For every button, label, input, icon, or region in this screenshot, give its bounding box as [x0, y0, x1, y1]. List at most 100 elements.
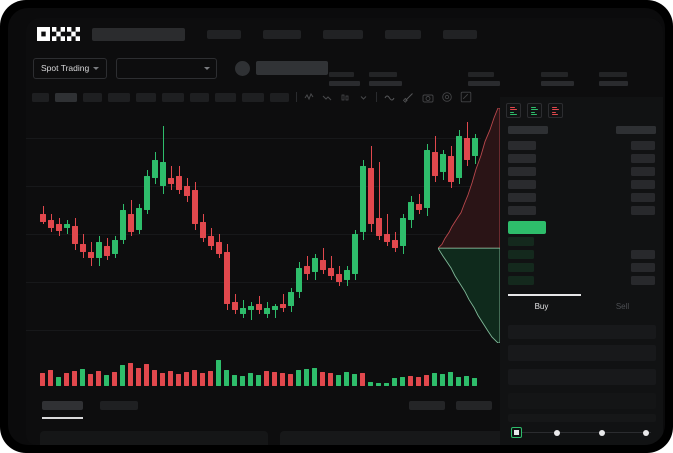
- volume-bar: [472, 378, 477, 386]
- coin-avatar-icon: [235, 60, 251, 76]
- ask-row-price-2[interactable]: [508, 167, 536, 176]
- candle-body: [144, 176, 150, 210]
- candle-body: [400, 218, 406, 246]
- candle-body: [56, 224, 62, 231]
- ask-row-amount-4[interactable]: [631, 193, 655, 202]
- depth-bid-area: [437, 247, 501, 344]
- toolbar-divider: [296, 92, 297, 102]
- orders-tab-1[interactable]: [100, 401, 138, 410]
- bid-row-price-2[interactable]: [508, 263, 534, 272]
- total-field[interactable]: [508, 393, 656, 409]
- bid-row-price-1[interactable]: [508, 250, 534, 259]
- ask-row-price-1[interactable]: [508, 154, 536, 163]
- timeframe-7[interactable]: [215, 92, 236, 102]
- order-type-field[interactable]: [508, 325, 656, 339]
- slider-step-3[interactable]: [643, 429, 649, 436]
- chevron-down-icon: [93, 66, 100, 70]
- volume-bar: [288, 374, 293, 386]
- bid-row-price-0[interactable]: [508, 237, 534, 246]
- bid-row-price-3[interactable]: [508, 276, 534, 285]
- timeframe-8[interactable]: [242, 92, 264, 102]
- device-bezel: OKX Spot Trading: [8, 8, 665, 445]
- orders-tab-0[interactable]: [42, 401, 83, 410]
- volume-bar: [296, 370, 301, 386]
- price-chart-panel[interactable]: [26, 108, 481, 393]
- ask-row-price-4[interactable]: [508, 193, 536, 202]
- timeframe-5[interactable]: [162, 92, 184, 102]
- ask-row-amount-0[interactable]: [631, 141, 655, 150]
- wave-icon[interactable]: [384, 92, 396, 103]
- tab-buy[interactable]: Buy: [534, 302, 549, 311]
- nav-item-0[interactable]: [207, 29, 241, 39]
- candle-body: [296, 268, 302, 292]
- both-depth-icon[interactable]: [506, 103, 521, 118]
- asks-only-icon[interactable]: [548, 103, 563, 118]
- ask-row-price-5[interactable]: [508, 206, 536, 215]
- market-stat-2: [468, 72, 500, 86]
- ask-row-price-3[interactable]: [508, 180, 536, 189]
- bottom-panel-right[interactable]: [280, 431, 508, 445]
- candle-body: [128, 214, 134, 232]
- nav-item-2[interactable]: [323, 29, 363, 39]
- volume-bar: [216, 360, 221, 386]
- timeframe-1[interactable]: [55, 92, 77, 102]
- market-stat-0: [329, 72, 360, 86]
- amount-percent-slider[interactable]: [511, 427, 655, 438]
- volume-bar: [160, 373, 165, 386]
- candle-body: [136, 208, 142, 230]
- global-search-input[interactable]: [92, 27, 185, 41]
- fullscreen-icon[interactable]: [460, 91, 472, 103]
- okx-logo[interactable]: OKX: [35, 27, 80, 41]
- candlestick-icon[interactable]: [304, 92, 315, 103]
- ask-row-amount-3[interactable]: [631, 180, 655, 189]
- nav-item-1[interactable]: [263, 29, 301, 39]
- bottom-panel-left[interactable]: [40, 431, 268, 445]
- candle-body: [440, 154, 446, 172]
- timeframe-4[interactable]: [136, 92, 156, 102]
- ask-row-amount-5[interactable]: [631, 206, 655, 215]
- timeframe-3[interactable]: [108, 92, 130, 102]
- ask-row-price-0[interactable]: [508, 141, 536, 150]
- candle-body: [208, 236, 214, 246]
- timeframe-2[interactable]: [83, 92, 102, 102]
- orderbook-column-headers: [508, 126, 656, 134]
- drawing-tool-icon[interactable]: [403, 91, 415, 103]
- tab-sell[interactable]: Sell: [615, 302, 630, 311]
- ask-row-amount-1[interactable]: [631, 154, 655, 163]
- market-type-selector[interactable]: Spot Trading: [33, 57, 108, 79]
- slider-step-1[interactable]: [554, 429, 560, 436]
- nav-item-3[interactable]: [385, 29, 421, 39]
- orders-action-0[interactable]: [409, 401, 445, 410]
- active-order-tab-indicator: [508, 294, 581, 296]
- candle-body: [216, 242, 222, 254]
- amount-field[interactable]: [508, 369, 656, 385]
- orders-panel-tabs: [26, 393, 492, 421]
- candle-body: [88, 252, 94, 258]
- chevron-down-icon[interactable]: [358, 92, 369, 103]
- nav-item-4[interactable]: [443, 29, 477, 39]
- settings-icon[interactable]: [441, 91, 453, 103]
- camera-icon[interactable]: [422, 92, 434, 103]
- timeframe-0[interactable]: [32, 92, 49, 102]
- line-chart-icon[interactable]: [322, 92, 333, 103]
- bid-row-amount-1[interactable]: [631, 250, 655, 259]
- volume-bar: [264, 371, 269, 386]
- indicators-icon[interactable]: [340, 92, 351, 103]
- timeframe-9[interactable]: [270, 92, 289, 102]
- slider-step-2[interactable]: [599, 429, 605, 436]
- bid-row-amount-3[interactable]: [631, 276, 655, 285]
- orders-action-1[interactable]: [456, 401, 492, 410]
- bid-row-amount-2[interactable]: [631, 263, 655, 272]
- volume-bar: [376, 383, 381, 386]
- bids-only-icon[interactable]: [527, 103, 542, 118]
- ask-row-amount-2[interactable]: [631, 167, 655, 176]
- volume-bar: [440, 374, 445, 386]
- trading-pair-selector[interactable]: [116, 57, 218, 79]
- volume-bar: [40, 373, 45, 386]
- slider-handle[interactable]: [511, 427, 522, 438]
- candle-body: [232, 302, 238, 310]
- order-form-tabs: Buy Sell: [500, 294, 663, 320]
- timeframe-6[interactable]: [190, 92, 209, 102]
- price-field[interactable]: [508, 345, 656, 361]
